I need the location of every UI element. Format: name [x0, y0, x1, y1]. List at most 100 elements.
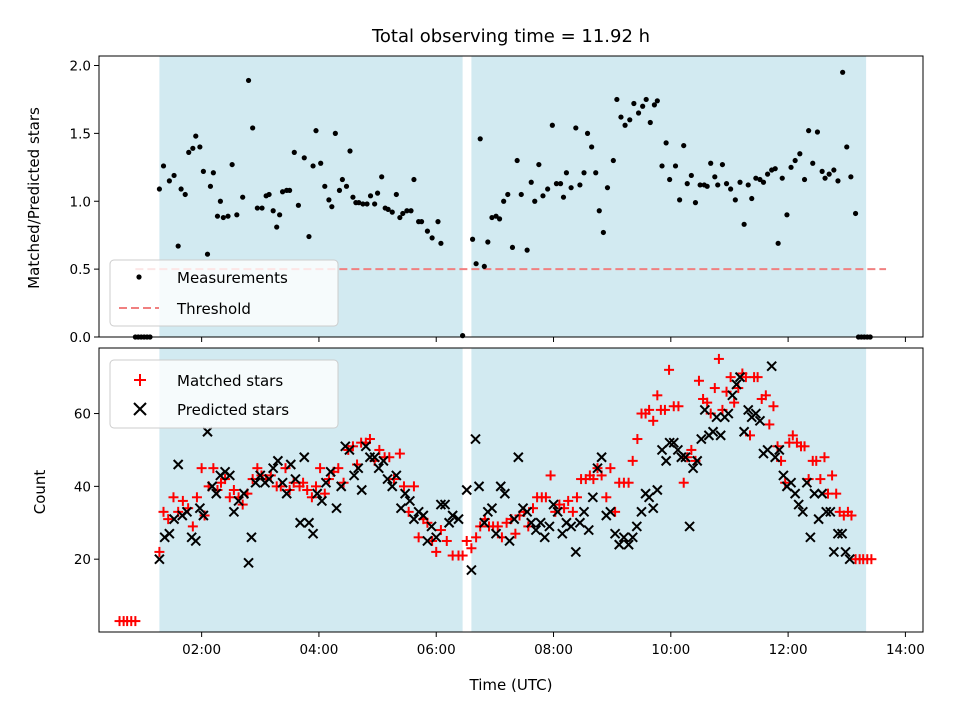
- predicted-star-point: [206, 481, 218, 492]
- bottom-x-tick-label: 06:00: [417, 642, 456, 658]
- measurement-point: [524, 247, 530, 253]
- predicted-star-marker-b: [435, 499, 447, 510]
- predicted-star-marker-b: [809, 488, 820, 499]
- matched-star-point: [799, 441, 810, 452]
- predicted-star-marker-b: [181, 506, 193, 518]
- predicted-star-point: [360, 441, 372, 452]
- legend-threshold-label: Threshold: [176, 300, 251, 318]
- predicted-star-point: [821, 506, 832, 518]
- predicted-star-point: [565, 521, 577, 532]
- measurement-point: [182, 191, 188, 198]
- measurement-point: [291, 149, 297, 155]
- predicted-star-marker-b: [206, 481, 218, 492]
- matched-star-point: [288, 477, 299, 488]
- measurement-point: [404, 208, 410, 214]
- predicted-star-point: [426, 521, 437, 532]
- measurement-point: [400, 210, 406, 217]
- predicted-star-point: [691, 455, 703, 467]
- matched-star-point: [191, 492, 202, 503]
- measurement-point: [792, 157, 798, 164]
- predicted-star-marker-b: [281, 488, 292, 499]
- matched-star-point: [678, 477, 689, 488]
- matched-star-point: [588, 474, 599, 485]
- predicted-star-marker-b: [770, 452, 781, 463]
- measurement-point: [697, 182, 703, 188]
- measurement-point: [814, 129, 821, 135]
- predicted-star-marker-b: [172, 459, 184, 470]
- matched-star-point: [780, 477, 791, 488]
- matched-star-point: [228, 485, 239, 495]
- measurement-point: [760, 179, 767, 185]
- predicted-star-point: [290, 473, 301, 485]
- predicted-star-point: [356, 484, 367, 496]
- measurement-point: [779, 175, 785, 181]
- measurement-point: [631, 100, 637, 107]
- matched-star-point: [693, 375, 704, 386]
- predicted-star-point: [228, 506, 240, 518]
- predicted-star-marker-b: [613, 539, 625, 550]
- predicted-star-marker-b: [238, 488, 250, 499]
- matched-star-point: [315, 463, 326, 474]
- measurement-point: [207, 183, 214, 189]
- predicted-star-marker-b: [828, 546, 840, 558]
- predicted-star-point: [727, 390, 738, 401]
- matched-star-point: [398, 481, 409, 492]
- matched-star-point: [158, 506, 169, 517]
- legend-measurements-label: Measurements: [177, 269, 288, 287]
- measurement-point: [210, 170, 216, 176]
- predicted-star-point: [418, 510, 429, 521]
- predicted-star-point: [316, 495, 328, 507]
- predicted-star-point: [461, 484, 472, 496]
- predicted-star-marker-b: [360, 441, 372, 452]
- predicted-star-point: [325, 466, 336, 478]
- measurement-point: [553, 181, 560, 187]
- measurement-point: [663, 140, 669, 146]
- matched-star-point: [764, 419, 775, 430]
- legend-measurements-marker: [136, 274, 142, 280]
- measurement-point: [737, 179, 743, 185]
- predicted-star-point: [631, 521, 643, 532]
- predicted-star-marker-b: [691, 455, 703, 467]
- matched-star-point: [466, 543, 477, 554]
- matched-star-point: [632, 434, 643, 445]
- measurement-point: [306, 233, 312, 240]
- measurement-point: [684, 181, 690, 187]
- measurement-point: [651, 102, 657, 108]
- predicted-star-marker-b: [154, 553, 165, 565]
- measurement-point: [852, 210, 859, 217]
- measurement-point: [481, 263, 487, 270]
- measurement-point: [347, 148, 353, 154]
- predicted-star-point: [447, 510, 458, 521]
- matched-star-point: [567, 506, 578, 517]
- predicted-star-marker-b: [778, 470, 789, 481]
- predicted-star-marker-b: [539, 532, 550, 543]
- measurement-point: [643, 96, 649, 103]
- matched-star-point: [431, 546, 442, 557]
- measurement-point: [681, 142, 687, 149]
- predicted-star-point: [664, 437, 675, 448]
- predicted-star-marker-b: [548, 499, 559, 510]
- measurement-point: [848, 174, 854, 180]
- top-y-axis-label: Matched/Predicted stars: [25, 107, 43, 289]
- predicted-star-point: [431, 532, 442, 543]
- measurement-point: [677, 197, 683, 203]
- matched-star-point: [702, 397, 713, 408]
- top-y-tick-label: 0.0: [70, 330, 91, 346]
- predicted-star-marker-b: [596, 452, 607, 463]
- predicted-star-point: [373, 462, 384, 474]
- predicted-star-point: [627, 532, 638, 543]
- measurement-point: [367, 193, 374, 199]
- predicted-star-point: [723, 408, 734, 419]
- matched-star-point: [224, 492, 235, 503]
- predicted-star-marker-b: [816, 488, 828, 499]
- predicted-star-marker-b: [303, 517, 315, 528]
- predicted-star-marker-b: [418, 510, 429, 521]
- measurement-point: [577, 182, 583, 188]
- predicted-star-marker-b: [509, 513, 520, 525]
- predicted-star-marker-b: [499, 488, 511, 499]
- matched-star-point: [648, 415, 659, 426]
- predicted-star-point: [583, 524, 594, 536]
- predicted-star-marker-b: [664, 437, 675, 448]
- predicted-star-point: [404, 495, 416, 507]
- measurement-point: [801, 176, 808, 183]
